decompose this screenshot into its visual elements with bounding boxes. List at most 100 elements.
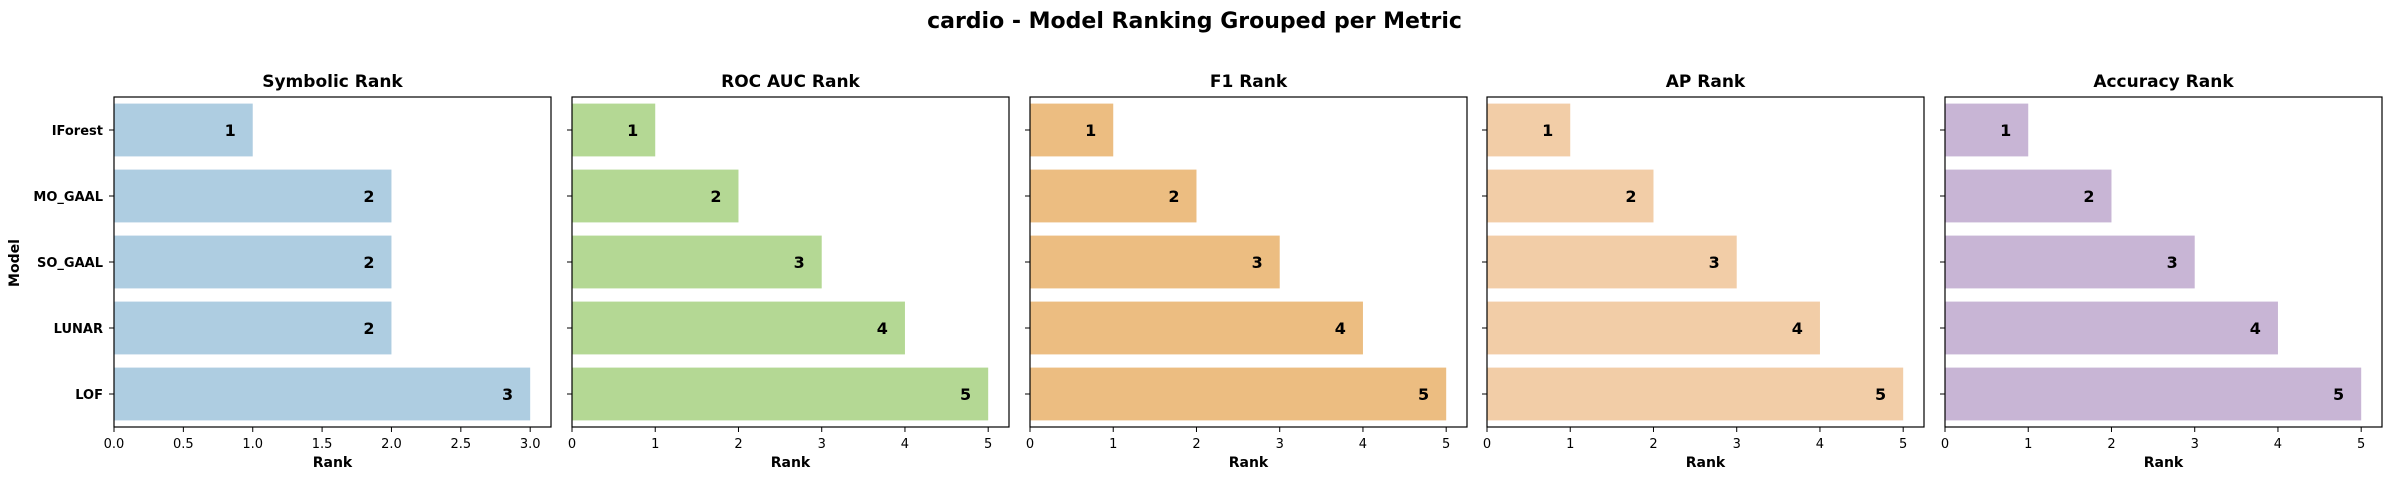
bar-lunar — [114, 301, 392, 355]
x-tick-label: 0 — [568, 437, 576, 452]
x-axis-label: Rank — [771, 455, 811, 471]
panel-f1-rank: F1 Rank 1 2 3 4 5 0 1 2 3 4 5 Rank — [1025, 72, 1468, 471]
bar-lunar — [1945, 301, 2278, 355]
x-axis-label: Rank — [1229, 455, 1269, 471]
x-tick-label: 1 — [1109, 437, 1117, 452]
x-tick-label: 1 — [651, 437, 659, 452]
data-label: 1 — [225, 121, 236, 140]
x-tick-label: 5 — [984, 437, 992, 452]
x-tick-label: 2 — [1192, 437, 1200, 452]
panel-title: AP Rank — [1666, 72, 1746, 92]
x-tick-label: 2 — [734, 437, 742, 452]
y-tick-label: MO_GAAL — [33, 190, 103, 205]
bar-iforest — [572, 103, 656, 157]
bar-iforest — [1945, 103, 2029, 157]
x-tick-label: 0.0 — [104, 437, 125, 452]
y-tick-label: SO_GAAL — [37, 256, 103, 271]
bar-iforest — [1030, 103, 1114, 157]
bar-lof — [572, 367, 989, 421]
bar-lof — [1945, 367, 2362, 421]
bar-iforest — [114, 103, 253, 157]
bar-lunar — [572, 301, 905, 355]
x-tick-label: 1.5 — [312, 437, 333, 452]
x-tick-label: 4 — [901, 437, 909, 452]
bar-lunar — [1030, 301, 1363, 355]
x-tick-label: 4 — [1359, 437, 1367, 452]
panel-title: Accuracy Rank — [2093, 72, 2234, 92]
y-axis-label: Model — [7, 239, 23, 287]
bar-so-gaal — [1487, 235, 1737, 289]
panel-title: F1 Rank — [1210, 72, 1288, 92]
data-label: 2 — [710, 187, 721, 206]
x-tick-label: 2.0 — [381, 437, 402, 452]
data-label: 1 — [2000, 121, 2011, 140]
x-tick-label: 0 — [1026, 437, 1034, 452]
data-label: 4 — [877, 319, 888, 338]
x-tick-label: 1 — [1566, 437, 1574, 452]
data-label: 3 — [2167, 253, 2178, 272]
panel-title: Symbolic Rank — [262, 72, 403, 92]
data-label: 2 — [363, 319, 374, 338]
x-tick-label: 2 — [2107, 437, 2115, 452]
bar-mo-gaal — [1030, 169, 1197, 223]
bar-mo-gaal — [1945, 169, 2112, 223]
x-axis-label: Rank — [2144, 455, 2184, 471]
data-label: 1 — [1542, 121, 1553, 140]
x-tick-label: 3 — [1733, 437, 1741, 452]
panel-accuracy-rank: Accuracy Rank 1 2 3 4 5 0 1 2 3 4 5 Rank — [1940, 72, 2383, 471]
y-tick-label: LOF — [75, 388, 103, 403]
y-tick-label: IForest — [52, 124, 103, 139]
x-tick-label: 1 — [2024, 437, 2032, 452]
bar-mo-gaal — [114, 169, 392, 223]
data-label: 3 — [794, 253, 805, 272]
x-tick-label: 3 — [818, 437, 826, 452]
data-label: 4 — [1335, 319, 1346, 338]
bar-so-gaal — [1030, 235, 1280, 289]
x-tick-label: 3.0 — [520, 437, 541, 452]
data-label: 3 — [1252, 253, 1263, 272]
data-label: 2 — [1625, 187, 1636, 206]
y-tick-label: LUNAR — [54, 322, 103, 337]
x-tick-label: 3 — [1276, 437, 1284, 452]
figure-title: cardio - Model Ranking Grouped per Metri… — [927, 9, 1462, 34]
bar-lof — [114, 367, 531, 421]
x-tick-label: 3 — [2191, 437, 2199, 452]
bar-iforest — [1487, 103, 1571, 157]
x-tick-label: 5 — [1899, 437, 1907, 452]
bar-so-gaal — [1945, 235, 2195, 289]
data-label: 4 — [1792, 319, 1803, 338]
data-label: 2 — [1168, 187, 1179, 206]
data-label: 3 — [1709, 253, 1720, 272]
bar-so-gaal — [572, 235, 822, 289]
data-label: 4 — [2250, 319, 2261, 338]
x-tick-label: 4 — [1816, 437, 1824, 452]
panel-symbolic-rank: Symbolic Rank 1 2 2 2 3 IForest MO_GAAL SO_GAAL L… — [33, 72, 552, 471]
panel-title: ROC AUC Rank — [721, 72, 860, 92]
data-label: 2 — [363, 187, 374, 206]
x-tick-label: 2 — [1649, 437, 1657, 452]
x-tick-label: 0 — [1941, 437, 1949, 452]
data-label: 5 — [1418, 385, 1429, 404]
data-label: 2 — [363, 253, 374, 272]
data-label: 3 — [502, 385, 513, 404]
x-tick-label: 1.0 — [242, 437, 263, 452]
x-tick-label: 0.5 — [173, 437, 194, 452]
data-label: 5 — [2333, 385, 2344, 404]
bar-mo-gaal — [1487, 169, 1654, 223]
x-tick-label: 0 — [1483, 437, 1491, 452]
x-tick-label: 5 — [1442, 437, 1450, 452]
panels: Symbolic Rank 1 2 2 2 3 IForest MO_GAAL SO_GAAL L… — [33, 72, 2383, 471]
x-tick-label: 5 — [2357, 437, 2365, 452]
bar-lof — [1030, 367, 1447, 421]
x-tick-label: 4 — [2274, 437, 2282, 452]
bar-lunar — [1487, 301, 1820, 355]
x-tick-label: 2.5 — [450, 437, 471, 452]
panel-roc-auc-rank: ROC AUC Rank 1 2 3 4 5 0 1 2 3 4 5 Rank — [567, 72, 1010, 471]
x-axis-label: Rank — [313, 455, 353, 471]
bar-lof — [1487, 367, 1904, 421]
panel-ap-rank: AP Rank 1 2 3 4 5 0 1 2 3 4 5 Rank — [1482, 72, 1925, 471]
data-label: 1 — [1085, 121, 1096, 140]
data-label: 5 — [1875, 385, 1886, 404]
